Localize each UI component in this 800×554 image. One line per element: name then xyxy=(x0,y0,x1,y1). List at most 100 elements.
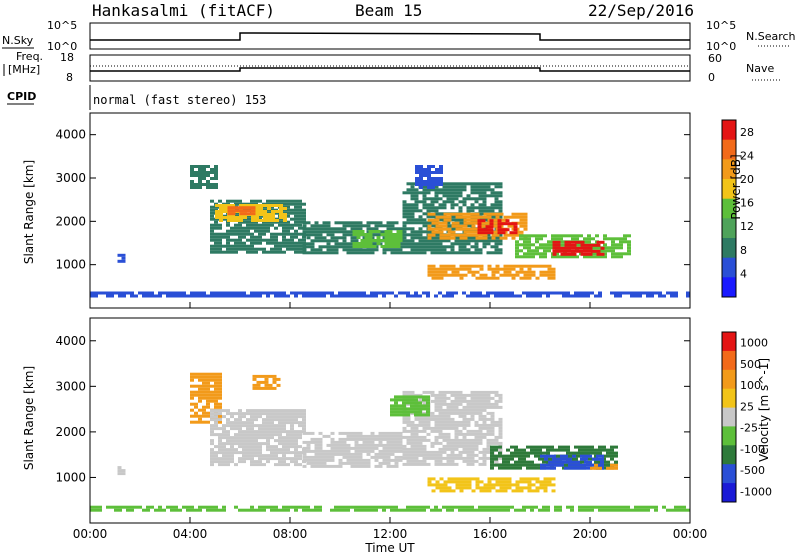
data-cell xyxy=(278,241,282,245)
data-cell xyxy=(458,251,463,255)
data-cell xyxy=(282,445,286,449)
data-cell xyxy=(294,436,298,440)
data-cell xyxy=(271,210,275,213)
data-cell xyxy=(576,246,581,250)
data-cell xyxy=(574,291,578,295)
data-cell xyxy=(542,505,546,509)
data-cell xyxy=(282,457,286,461)
data-cell xyxy=(402,227,407,231)
data-cell xyxy=(592,249,597,253)
data-cell xyxy=(591,252,595,256)
data-cell xyxy=(338,431,343,435)
data-cell xyxy=(298,247,302,251)
data-cell xyxy=(442,423,447,427)
data-cell xyxy=(539,255,543,259)
data-cell xyxy=(482,417,487,421)
data-cell xyxy=(318,233,323,237)
data-cell xyxy=(538,448,542,452)
data-cell xyxy=(422,251,427,255)
data-cell xyxy=(610,451,614,455)
data-cell xyxy=(526,454,530,458)
data-cell xyxy=(410,242,415,246)
data-cell xyxy=(490,505,494,509)
data-cell xyxy=(427,480,432,484)
data-cell xyxy=(314,464,319,468)
data-cell xyxy=(230,412,234,416)
data-cell xyxy=(354,461,359,465)
data-cell xyxy=(214,454,218,458)
data-cell xyxy=(540,454,544,458)
data-cell xyxy=(290,421,294,425)
data-cell xyxy=(267,213,271,216)
data-cell xyxy=(376,230,381,233)
data-cell xyxy=(434,191,439,195)
colorbar-frame xyxy=(721,331,737,503)
data-cell xyxy=(578,291,582,295)
data-cell xyxy=(478,438,483,442)
data-cell xyxy=(414,410,418,414)
data-cell xyxy=(227,209,232,213)
data-cell xyxy=(566,448,570,452)
data-cell xyxy=(427,174,431,177)
data-cell xyxy=(410,185,415,189)
data-cell xyxy=(378,291,382,295)
data-cell xyxy=(334,294,338,298)
data-cell xyxy=(510,457,514,461)
data-cell xyxy=(286,445,290,449)
data-cell xyxy=(547,249,551,253)
data-cell xyxy=(330,251,335,255)
data-cell xyxy=(466,444,471,448)
data-cell xyxy=(302,458,307,462)
data-cell xyxy=(346,449,351,453)
data-cell xyxy=(527,249,531,253)
data-cell xyxy=(234,442,238,446)
data-cell xyxy=(362,291,366,295)
data-cell xyxy=(121,469,126,473)
velocity-colorbar-label: Velocity [m s^-1] xyxy=(757,358,771,462)
data-cell xyxy=(497,222,502,226)
data-cell xyxy=(495,483,500,487)
data-cell xyxy=(458,408,463,412)
data-cell xyxy=(454,444,459,448)
data-cell xyxy=(342,449,347,453)
data-cell xyxy=(206,381,210,385)
data-cell xyxy=(582,294,586,298)
data-cell xyxy=(523,227,528,231)
data-cell xyxy=(514,454,518,458)
data-cell xyxy=(402,450,407,454)
data-cell xyxy=(603,249,607,253)
data-cell xyxy=(442,505,446,509)
data-cell xyxy=(559,255,563,259)
data-cell xyxy=(334,248,339,252)
data-cell xyxy=(510,505,514,509)
data-cell xyxy=(459,483,464,487)
data-cell xyxy=(463,212,468,216)
data-cell xyxy=(298,505,302,509)
data-cell xyxy=(286,508,290,512)
data-cell xyxy=(334,443,339,447)
data-cell xyxy=(234,436,238,440)
data-cell xyxy=(591,237,595,241)
data-cell xyxy=(446,438,451,442)
data-cell xyxy=(447,480,452,484)
data-cell xyxy=(435,267,440,271)
data-cell xyxy=(282,430,286,434)
data-cell xyxy=(394,407,398,411)
freq-panel: Freq. [MHz] 18 8 60 0 Nave xyxy=(3,50,780,84)
ytick-label: 2000 xyxy=(55,425,86,439)
data-cell xyxy=(446,420,451,424)
data-cell xyxy=(619,240,623,244)
data-cell xyxy=(358,449,363,453)
data-cell xyxy=(470,444,475,448)
data-cell xyxy=(254,451,258,455)
data-cell xyxy=(218,232,222,236)
data-cell xyxy=(614,454,618,458)
data-cell xyxy=(258,199,262,203)
date-title: 22/Sep/2016 xyxy=(588,1,694,20)
data-cell xyxy=(254,418,258,422)
data-cell xyxy=(494,393,499,397)
data-cell xyxy=(422,444,427,448)
data-cell xyxy=(422,239,427,243)
data-cell xyxy=(499,212,504,216)
data-cell xyxy=(310,224,315,228)
